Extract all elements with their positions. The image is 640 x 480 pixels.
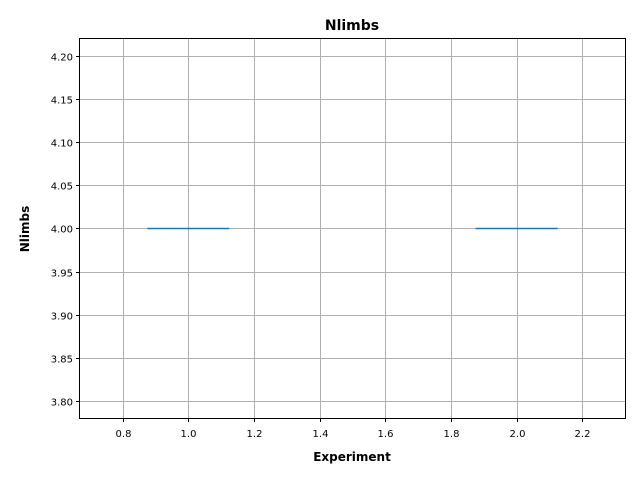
- y-tick-label: 3.85: [51, 355, 73, 366]
- x-tick-label: 1.0: [181, 429, 197, 440]
- x-tick-label: 2.2: [575, 429, 591, 440]
- y-tick-label: 3.80: [51, 398, 73, 409]
- x-tick-label: 2.0: [510, 429, 526, 440]
- x-tick-label: 1.8: [444, 429, 460, 440]
- y-axis: 3.80 3.85 3.90 3.95 4.00 4.05 4.10 4.15 4.20: [51, 53, 80, 409]
- y-tick-label: 4.05: [51, 182, 73, 193]
- x-tick-label: 1.6: [378, 429, 394, 440]
- y-tick-label: 4.20: [51, 53, 73, 64]
- x-tick-label: 0.8: [116, 429, 132, 440]
- y-tick-label: 4.15: [51, 96, 73, 107]
- x-tick-label: 1.2: [247, 429, 263, 440]
- x-axis: 0.8 1.0 1.2 1.4 1.6 1.8 2.0 2.2: [116, 418, 591, 440]
- y-axis-title: Nlimbs: [18, 206, 32, 253]
- y-tick-label: 3.95: [51, 269, 73, 280]
- x-tick-label: 1.4: [313, 429, 329, 440]
- y-tick-label: 3.90: [51, 312, 73, 323]
- y-tick-label: 4.00: [51, 225, 73, 236]
- x-axis-title: Experiment: [313, 450, 391, 464]
- chart-title: Nlimbs: [325, 18, 379, 34]
- y-tick-label: 4.10: [51, 139, 73, 150]
